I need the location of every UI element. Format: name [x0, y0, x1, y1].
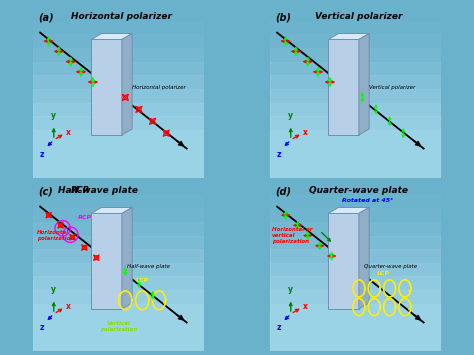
Bar [270, 89, 441, 178]
Bar [33, 236, 204, 351]
Text: (a): (a) [38, 12, 54, 22]
Bar [33, 34, 204, 178]
Text: Vertical
polarization: Vertical polarization [100, 321, 137, 332]
Polygon shape [91, 39, 122, 135]
Bar [270, 116, 441, 178]
Text: RCP: RCP [71, 186, 90, 195]
Polygon shape [328, 33, 369, 39]
Text: Vertical polarizer: Vertical polarizer [369, 85, 415, 90]
Bar [270, 304, 441, 351]
Bar [33, 263, 204, 351]
Text: LCP: LCP [136, 278, 149, 283]
Bar [270, 277, 441, 351]
Bar [270, 290, 441, 351]
Bar [270, 103, 441, 178]
Polygon shape [328, 213, 359, 309]
Text: Quarter-wave plate: Quarter-wave plate [364, 264, 417, 269]
Text: Half-wave plate: Half-wave plate [127, 264, 170, 269]
Bar [33, 89, 204, 178]
Bar [270, 34, 441, 178]
Bar [33, 62, 204, 178]
Text: y: y [51, 285, 56, 294]
Bar [270, 130, 441, 178]
Bar [270, 222, 441, 351]
Polygon shape [359, 207, 369, 309]
Bar [270, 48, 441, 178]
Bar [33, 290, 204, 351]
Text: x: x [66, 302, 71, 311]
Text: Vertical polarizer: Vertical polarizer [315, 12, 402, 21]
Text: RCP: RCP [78, 215, 92, 220]
Bar [33, 277, 204, 351]
Polygon shape [122, 207, 132, 309]
Bar [270, 236, 441, 351]
Text: Horizontal polarizer: Horizontal polarizer [72, 12, 173, 21]
Bar [33, 208, 204, 351]
Polygon shape [91, 33, 132, 39]
Text: Quarter-wave plate: Quarter-wave plate [310, 186, 409, 195]
Text: x: x [66, 128, 71, 137]
Polygon shape [328, 207, 369, 213]
Text: y: y [288, 111, 293, 120]
Text: x: x [303, 302, 308, 311]
Polygon shape [328, 39, 359, 135]
Bar [33, 222, 204, 351]
Text: Half-wave plate: Half-wave plate [58, 186, 138, 195]
Text: z: z [40, 149, 44, 159]
Bar [33, 304, 204, 351]
Polygon shape [359, 33, 369, 135]
Text: z: z [277, 149, 281, 159]
Bar [33, 103, 204, 178]
Text: Rotated at 45°: Rotated at 45° [342, 198, 393, 203]
Text: (b): (b) [275, 12, 292, 22]
Text: (d): (d) [275, 186, 292, 196]
Text: Horizontal or
vertical
polarization: Horizontal or vertical polarization [272, 227, 312, 244]
Bar [270, 75, 441, 178]
Bar [33, 249, 204, 351]
Bar [270, 62, 441, 178]
Polygon shape [91, 213, 122, 309]
Text: z: z [40, 323, 44, 333]
Polygon shape [91, 207, 132, 213]
Text: y: y [288, 285, 293, 294]
Bar [33, 116, 204, 178]
Text: y: y [51, 111, 56, 120]
Text: x: x [303, 128, 308, 137]
Bar [33, 75, 204, 178]
Bar [270, 249, 441, 351]
Bar [270, 263, 441, 351]
Text: Horizontal
polarization: Horizontal polarization [36, 230, 74, 241]
Bar [33, 48, 204, 178]
Text: Horizontal polarizer: Horizontal polarizer [132, 85, 186, 90]
Text: LCP: LCP [376, 271, 389, 276]
Text: z: z [277, 323, 281, 333]
Bar [33, 130, 204, 178]
Bar [270, 208, 441, 351]
Polygon shape [122, 33, 132, 135]
Text: (c): (c) [38, 186, 53, 196]
